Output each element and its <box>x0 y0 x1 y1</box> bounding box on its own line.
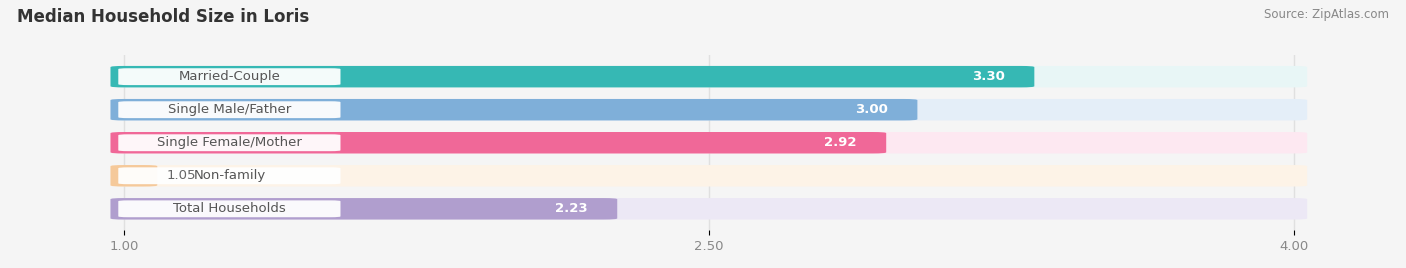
FancyBboxPatch shape <box>111 132 1308 154</box>
Text: Single Male/Father: Single Male/Father <box>167 103 291 116</box>
Text: Married-Couple: Married-Couple <box>179 70 280 83</box>
Text: 2.92: 2.92 <box>824 136 858 149</box>
Text: 1.05: 1.05 <box>167 169 197 182</box>
Text: Non-family: Non-family <box>193 169 266 182</box>
FancyBboxPatch shape <box>111 66 1308 87</box>
Text: 2.23: 2.23 <box>555 202 588 215</box>
FancyBboxPatch shape <box>111 99 917 120</box>
Text: Source: ZipAtlas.com: Source: ZipAtlas.com <box>1264 8 1389 21</box>
FancyBboxPatch shape <box>111 99 1308 120</box>
FancyBboxPatch shape <box>118 167 340 184</box>
Text: Total Households: Total Households <box>173 202 285 215</box>
FancyBboxPatch shape <box>118 101 340 118</box>
FancyBboxPatch shape <box>111 132 886 154</box>
FancyBboxPatch shape <box>111 165 157 187</box>
FancyBboxPatch shape <box>118 200 340 217</box>
Text: Single Female/Mother: Single Female/Mother <box>157 136 302 149</box>
Text: 3.00: 3.00 <box>855 103 889 116</box>
FancyBboxPatch shape <box>111 66 1035 87</box>
Text: 3.30: 3.30 <box>972 70 1005 83</box>
FancyBboxPatch shape <box>111 198 1308 219</box>
FancyBboxPatch shape <box>111 198 617 219</box>
FancyBboxPatch shape <box>118 68 340 85</box>
Text: Median Household Size in Loris: Median Household Size in Loris <box>17 8 309 26</box>
FancyBboxPatch shape <box>118 134 340 151</box>
FancyBboxPatch shape <box>111 165 1308 187</box>
